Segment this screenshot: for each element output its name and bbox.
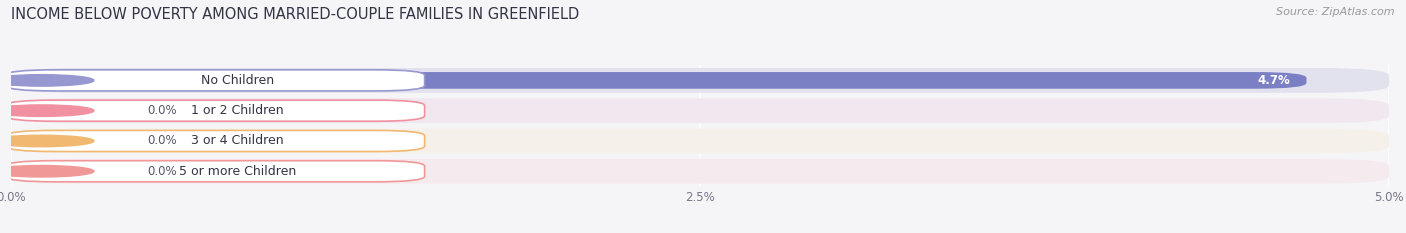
Circle shape [0, 75, 94, 86]
FancyBboxPatch shape [11, 102, 114, 119]
Text: 4.7%: 4.7% [1257, 74, 1289, 87]
Text: 5 or more Children: 5 or more Children [179, 165, 295, 178]
FancyBboxPatch shape [6, 161, 425, 182]
Text: 1 or 2 Children: 1 or 2 Children [191, 104, 284, 117]
Text: No Children: No Children [201, 74, 274, 87]
Text: 0.0%: 0.0% [148, 165, 177, 178]
FancyBboxPatch shape [11, 133, 114, 149]
FancyBboxPatch shape [6, 70, 425, 91]
Text: INCOME BELOW POVERTY AMONG MARRIED-COUPLE FAMILIES IN GREENFIELD: INCOME BELOW POVERTY AMONG MARRIED-COUPL… [11, 7, 579, 22]
FancyBboxPatch shape [11, 159, 1389, 184]
Circle shape [0, 105, 94, 116]
Text: Source: ZipAtlas.com: Source: ZipAtlas.com [1277, 7, 1395, 17]
Text: 3 or 4 Children: 3 or 4 Children [191, 134, 284, 147]
Text: 0.0%: 0.0% [148, 134, 177, 147]
Text: 0.0%: 0.0% [148, 104, 177, 117]
FancyBboxPatch shape [11, 163, 114, 180]
FancyBboxPatch shape [6, 130, 425, 151]
FancyBboxPatch shape [11, 72, 1306, 89]
FancyBboxPatch shape [11, 98, 1389, 123]
Circle shape [0, 135, 94, 147]
Circle shape [0, 165, 94, 177]
FancyBboxPatch shape [11, 129, 1389, 153]
FancyBboxPatch shape [6, 100, 425, 121]
FancyBboxPatch shape [11, 68, 1389, 93]
